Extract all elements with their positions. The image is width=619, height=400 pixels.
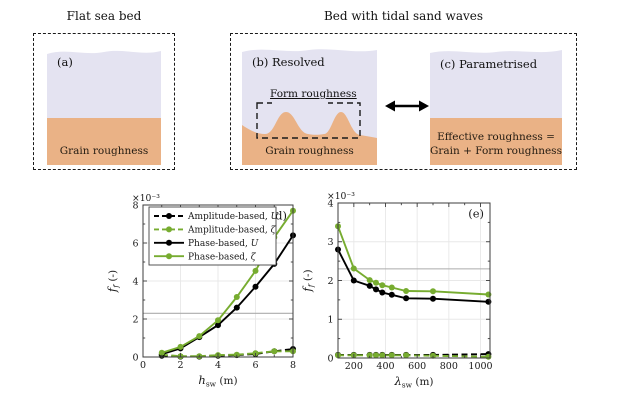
y-axis-label: ff (-) bbox=[300, 269, 316, 292]
data-point bbox=[373, 352, 379, 359]
resolved-seabed-graphic bbox=[242, 49, 377, 165]
legend-marker bbox=[166, 213, 172, 219]
data-point bbox=[158, 349, 165, 356]
legend-marker bbox=[166, 253, 172, 260]
form-roughness-label: Form roughness bbox=[270, 88, 357, 100]
y-tick-label: 4 bbox=[327, 198, 333, 209]
x-tick-label: 4 bbox=[215, 360, 221, 371]
x-tick-label: 0 bbox=[140, 360, 146, 371]
panel-c-tag: (c) Parametrised bbox=[440, 57, 538, 71]
y-tick-label: 3 bbox=[327, 237, 333, 248]
x-tick-label: 1000 bbox=[468, 361, 492, 372]
parametrised-seabed-graphic bbox=[430, 50, 562, 165]
x-tick-label: 800 bbox=[440, 361, 458, 372]
data-point bbox=[403, 352, 410, 359]
y-tick-label: 2 bbox=[132, 314, 138, 325]
y-tick-label: 0 bbox=[327, 353, 333, 364]
flat-panel-box bbox=[33, 33, 175, 170]
y-tick-label: 6 bbox=[132, 238, 138, 249]
series-line bbox=[337, 225, 489, 296]
panel-label: (e) bbox=[468, 207, 484, 221]
data-point bbox=[403, 288, 410, 294]
data-point bbox=[430, 352, 436, 359]
flat-seabed-graphic bbox=[47, 50, 161, 165]
data-point bbox=[373, 286, 379, 293]
series-line bbox=[338, 354, 489, 358]
panel-b-tag: (b) Resolved bbox=[252, 55, 325, 69]
form-roughness-box-gap bbox=[272, 100, 328, 106]
data-point bbox=[373, 279, 379, 286]
series-line bbox=[161, 350, 293, 358]
sand-wave-layer bbox=[242, 112, 377, 165]
axis-scale-label: ×10⁻³ bbox=[132, 193, 160, 204]
data-point bbox=[215, 317, 221, 324]
x-tick-label: 8 bbox=[290, 360, 296, 371]
panel-c-bed-label-line2: Grain + Form roughness bbox=[430, 145, 562, 157]
data-point bbox=[388, 352, 395, 359]
series-line bbox=[161, 234, 294, 356]
data-point bbox=[430, 288, 436, 295]
y-tick-label: 1 bbox=[327, 315, 333, 326]
x-axis-label: hsw (m) bbox=[198, 373, 237, 389]
legend-marker bbox=[166, 226, 172, 233]
panel-c-bed-label-line1: Effective roughness = bbox=[437, 131, 555, 143]
data-point bbox=[177, 343, 184, 350]
y-tick-label: 8 bbox=[132, 200, 138, 211]
chart-e: 200 400 600 800 1000 0 1 2 3 4×10⁻³ (e) λsw (m) ff (… bbox=[300, 191, 493, 390]
y-axis-label: ff (-) bbox=[105, 270, 121, 293]
axis-scale-label: ×10⁻³ bbox=[327, 191, 355, 202]
legend-label: Amplitude-based, U bbox=[187, 212, 279, 222]
x-tick-label: 200 bbox=[345, 361, 363, 372]
data-point bbox=[379, 289, 386, 296]
panel-a-bed-label: Grain roughness bbox=[59, 145, 149, 157]
y-tick-label: 0 bbox=[132, 352, 138, 363]
sand-layer bbox=[430, 118, 562, 165]
x-axis-label: λsw (m) bbox=[393, 374, 433, 390]
x-tick-label: 600 bbox=[408, 361, 426, 372]
data-point bbox=[430, 295, 436, 302]
data-point bbox=[388, 291, 395, 298]
data-point bbox=[233, 351, 240, 358]
data-point bbox=[252, 283, 259, 290]
data-point bbox=[366, 277, 373, 284]
data-point bbox=[271, 348, 278, 355]
data-point bbox=[215, 322, 221, 329]
sandwave-group-title: Bed with tidal sand waves bbox=[323, 9, 484, 23]
data-point bbox=[252, 267, 259, 274]
data-point bbox=[379, 282, 386, 289]
panel-a-tag: (a) bbox=[57, 55, 73, 69]
data-point bbox=[388, 284, 395, 291]
legend-label: Phase-based, ζ bbox=[188, 252, 257, 262]
data-point bbox=[350, 277, 357, 284]
x-tick-label: 2 bbox=[177, 360, 183, 371]
panel-b-bed-label: Grain roughness bbox=[265, 145, 354, 157]
double-arrow-icon bbox=[385, 100, 429, 112]
sand-layer bbox=[47, 118, 161, 165]
data-point bbox=[403, 295, 410, 302]
legend-marker bbox=[166, 239, 172, 246]
x-tick-label: 6 bbox=[252, 360, 258, 371]
flat-panel-title: Flat sea bed bbox=[66, 9, 142, 23]
data-point bbox=[366, 282, 373, 289]
y-tick-label: 2 bbox=[327, 276, 333, 287]
legend-label: Phase-based, U bbox=[188, 239, 259, 249]
y-tick-label: 4 bbox=[132, 276, 138, 287]
x-tick-label: 400 bbox=[376, 361, 394, 372]
legend-label: Amplitude-based, ζ bbox=[187, 226, 277, 236]
data-point bbox=[379, 352, 386, 359]
data-point bbox=[350, 265, 357, 272]
data-point bbox=[196, 333, 203, 340]
data-point bbox=[233, 294, 240, 300]
data-point bbox=[233, 304, 240, 311]
sandwave-group-box bbox=[230, 33, 577, 170]
data-point bbox=[366, 352, 373, 359]
